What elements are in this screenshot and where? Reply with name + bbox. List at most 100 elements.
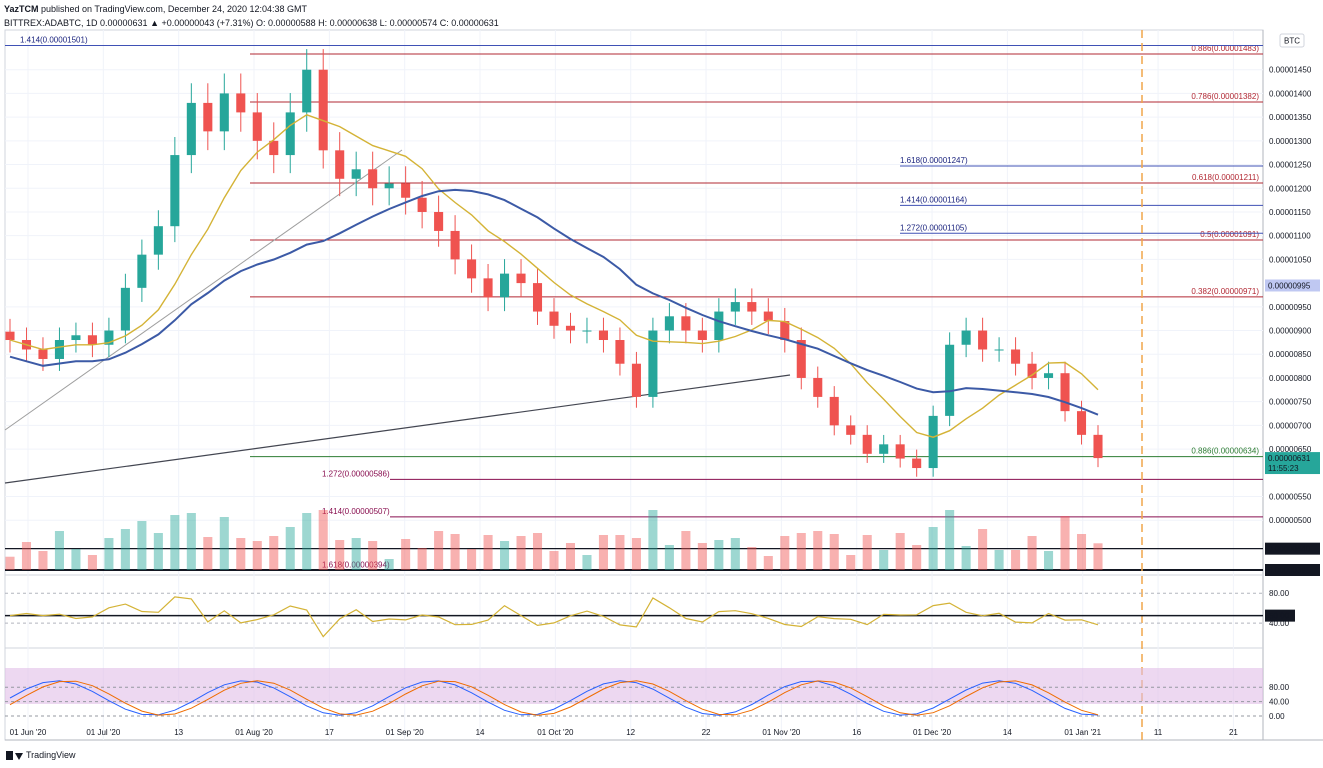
fib-extension-label: 1.414(0.00001164) [900,195,967,204]
tradingview-brand: TradingView [26,750,76,760]
price-axis-badge [1265,564,1320,576]
volume-bar [236,538,246,570]
volume-bar [219,517,229,570]
candle-body [978,330,988,350]
candle-body [912,458,922,469]
candle-body [648,330,658,397]
volume-bar [912,545,922,570]
volume-bar [5,556,15,570]
price-axis-label: 0.00000950 [1269,303,1312,312]
candle-body [796,340,806,378]
volume-bar [104,538,114,570]
candle-body [615,340,625,364]
candle-body [434,211,444,231]
volume-bar [120,529,130,570]
volume-bar [978,529,988,570]
stoch-band [5,668,1263,704]
symbol-name[interactable]: BITTREX:ADABTC, 1D [4,18,98,28]
price-axis-label: 0.00001050 [1269,255,1312,264]
time-axis-label: 01 Jul '20 [86,728,121,737]
volume-bar [994,550,1004,570]
volume-bar [71,549,81,570]
candle-body [895,444,905,459]
volume-bar [318,510,328,570]
candle-body [137,254,147,288]
time-axis-label: 14 [1003,728,1012,737]
price-axis-badge [1265,542,1320,555]
volume-bar [203,537,213,570]
symbol-line: BITTREX:ADABTC, 1D 0.00000631 ▲ +0.00000… [4,16,499,30]
volume-bar [21,542,32,570]
time-axis-label: 22 [702,728,711,737]
candle-body [1011,349,1021,364]
candle-body [763,311,773,322]
price-axis-label: 0.00000700 [1269,421,1312,430]
candle-body [631,363,641,397]
volume-bar [730,538,740,570]
volume-bar [565,543,576,570]
candle-body [549,311,559,326]
volume-bar [582,555,592,570]
fib-extension-label: 1.272(0.00001105) [900,223,967,232]
candle-body [945,344,955,416]
rsi-level-label: 80.00 [1269,589,1290,598]
price-axis-badge-label: 0.00000440 [1268,545,1311,554]
price-axis-badge [1265,279,1320,292]
candle-body [467,259,477,279]
volume-bar [681,531,691,570]
candle-body [862,434,872,454]
candle-body [203,102,213,132]
time-axis-label: 01 Sep '20 [386,728,425,737]
candle-body [681,316,691,331]
volume-bar [1076,534,1087,570]
stoch-level-label: 80.00 [1269,683,1290,692]
price-axis-label: 0.00001100 [1269,232,1311,241]
price-axis-badge-label: 0.00000395 [1268,566,1311,575]
candle-body [961,330,971,345]
support-extension-label: 1.272(0.00000586) [322,469,390,478]
candle-body [483,278,493,298]
price-axis-label: 0.00000500 [1269,516,1312,525]
author-name[interactable]: YazTCM [4,4,39,14]
price-axis-badge-label: 0.00000995 [1268,281,1311,290]
volume-bar [747,547,757,570]
volume-bar [862,535,872,570]
time-axis-label: 01 Oct '20 [537,728,574,737]
price-axis-badge-label: 0.00000631 [1268,454,1311,463]
time-axis-label: 11 [1154,728,1163,737]
candle-body [747,302,757,312]
tradingview-footer[interactable]: TradingView [6,750,76,760]
volume-bar [467,549,477,570]
candle-body [236,93,246,113]
ma-slow-line [9,188,1099,416]
price-axis-label: 0.00000550 [1269,492,1312,501]
candle-body [401,183,411,198]
candle-body [1027,363,1037,378]
candle-body [994,349,1004,351]
fib-level-label: 0.786(0.00001382) [1191,92,1259,101]
candle-body [269,140,279,156]
candle-body [714,311,724,341]
volume-bar [170,515,180,570]
candle-body [38,349,48,359]
candle-body [120,287,130,331]
volume-bar [450,534,460,570]
fib-level-label: 0.886(0.00000634) [1191,447,1259,456]
volume-bar [945,510,955,570]
volume-bar [186,513,196,570]
time-axis-label: 14 [476,728,485,737]
candle-body [582,330,592,332]
candle-body [252,112,262,141]
volume-bar [928,527,938,570]
candle-body [335,150,345,179]
price-axis-label: 0.00000900 [1269,327,1312,336]
candle-body [532,283,543,312]
candle-body [450,230,460,260]
volume-bar [1044,551,1054,570]
volume-bar [846,555,856,570]
ohlc-values: 0.00000631 ▲ +0.00000043 (+7.31%) O: 0.0… [97,18,499,28]
candle-body [351,169,361,179]
candle-body [813,377,823,397]
time-axis-label: 16 [852,728,861,737]
